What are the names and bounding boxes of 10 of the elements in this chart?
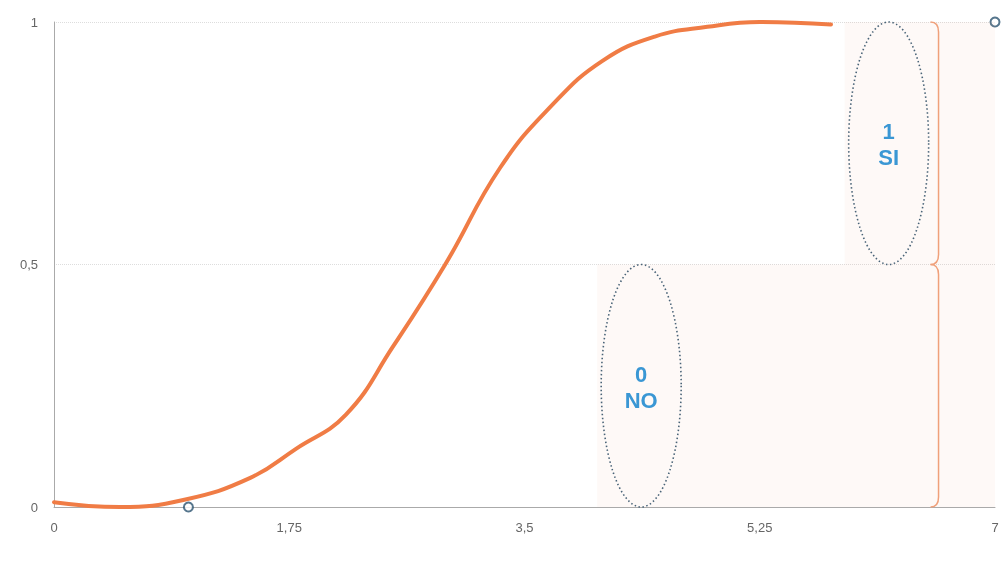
y-tick-label: 1 — [30, 14, 38, 30]
x-tick-label: 7 — [991, 520, 999, 535]
y-tick-label: 0,5 — [19, 257, 38, 272]
band-label: 0 NO — [624, 361, 658, 413]
x-tick-label: 5,25 — [747, 520, 773, 535]
x-tick-label: 3,5 — [515, 520, 534, 535]
x-tick-label: 1,75 — [276, 520, 302, 535]
y-tick-label: 0 — [30, 499, 38, 515]
x-tick-label: 0 — [50, 520, 58, 535]
band-label: 1 SI — [878, 119, 900, 171]
